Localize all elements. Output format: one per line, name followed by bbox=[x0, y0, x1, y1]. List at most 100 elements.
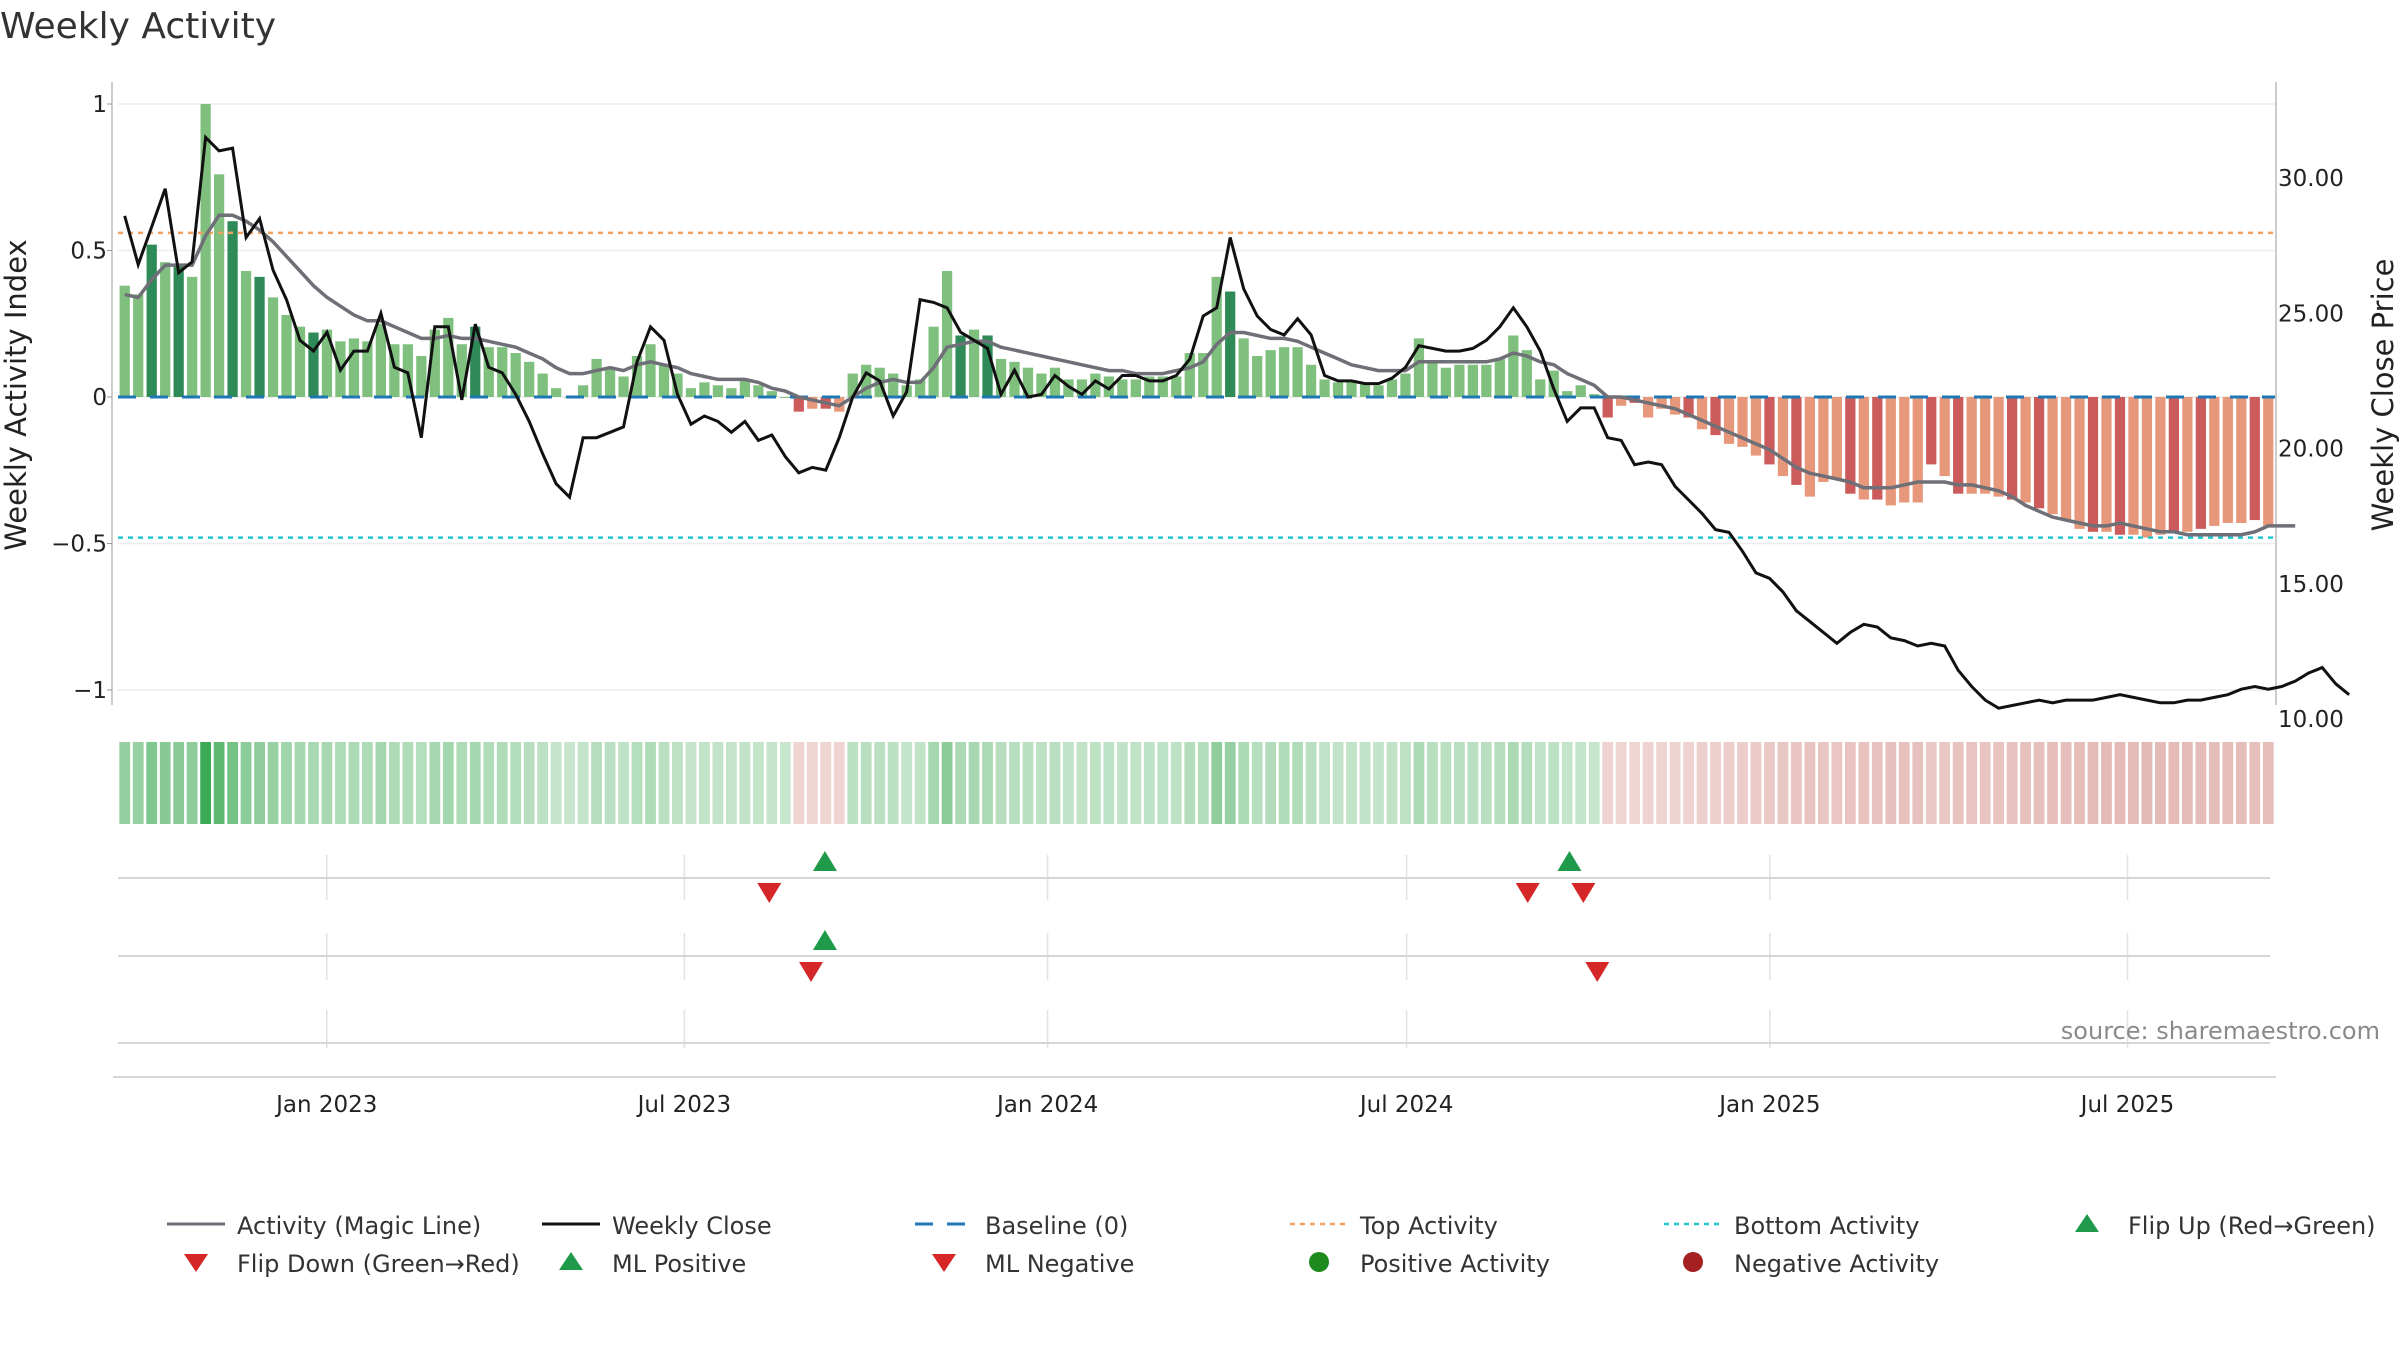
activity-bar bbox=[739, 379, 751, 397]
activity-bar bbox=[2020, 397, 2031, 503]
legend-item: Flip Down (Green→Red) bbox=[184, 1250, 520, 1278]
activity-bar bbox=[1036, 373, 1047, 397]
activity-bar bbox=[1791, 397, 1802, 485]
right-tick-label: 20.00 bbox=[2278, 437, 2344, 463]
activity-bar bbox=[1777, 397, 1789, 477]
strip-cell bbox=[955, 742, 966, 824]
strip-cell bbox=[1036, 742, 1047, 824]
strip-cell bbox=[1197, 742, 1209, 824]
legend-item: ML Positive bbox=[559, 1250, 746, 1278]
strip-cell bbox=[294, 742, 306, 824]
activity-bar bbox=[1818, 397, 1829, 482]
activity-bar bbox=[847, 373, 858, 397]
right-tick-label: 15.00 bbox=[2278, 572, 2344, 598]
strip-cell bbox=[1278, 742, 1290, 824]
left-tick-label: 0.5 bbox=[70, 239, 107, 265]
ml-positive-marker bbox=[812, 930, 837, 950]
activity-bar bbox=[1764, 397, 1775, 465]
strip-cell bbox=[1898, 742, 1910, 824]
left-tick-label: −0.5 bbox=[51, 532, 107, 558]
activity-bar bbox=[2236, 397, 2247, 523]
strip-cell bbox=[537, 742, 549, 824]
legend-triangle-down bbox=[184, 1254, 208, 1272]
activity-bar bbox=[281, 314, 292, 397]
legend-label: Weekly Close bbox=[612, 1212, 772, 1240]
strip-cell bbox=[186, 742, 198, 824]
legend-item: Positive Activity bbox=[1309, 1250, 1550, 1278]
strip-cell bbox=[1642, 742, 1654, 824]
strip-cell bbox=[1521, 742, 1533, 824]
activity-bar bbox=[1117, 379, 1128, 397]
activity-bar bbox=[524, 361, 535, 397]
legend-swatch bbox=[1683, 1252, 1703, 1272]
activity-bar bbox=[429, 329, 440, 397]
strip-cell bbox=[483, 742, 495, 824]
strip-cell bbox=[429, 742, 441, 824]
strip-cell bbox=[1885, 742, 1897, 824]
activity-bar bbox=[672, 373, 683, 397]
activity-bar bbox=[2263, 397, 2274, 526]
activity-bar bbox=[133, 294, 144, 397]
strip-cell bbox=[1871, 742, 1883, 824]
activity-bar bbox=[254, 276, 265, 397]
strip-cell bbox=[860, 742, 872, 824]
activity-bar bbox=[645, 344, 656, 397]
x-tick-label: Jul 2025 bbox=[2079, 1092, 2175, 1118]
legend-swatch bbox=[184, 1254, 208, 1272]
strip-cell bbox=[1157, 742, 1169, 824]
strip-cell bbox=[1238, 742, 1250, 824]
activity-bar bbox=[1103, 376, 1114, 397]
main-panel: 1 0.5 0 −0.5 −1 30.00 25.00 20.00 15.00 10.00 We… bbox=[0, 82, 2400, 733]
strip-cell bbox=[1696, 742, 1708, 824]
strip-cell bbox=[362, 742, 373, 824]
activity-bar bbox=[2249, 397, 2260, 521]
strip-cell bbox=[901, 742, 913, 824]
activity-bar bbox=[888, 373, 899, 397]
strip-cell bbox=[321, 742, 333, 824]
strip-cell bbox=[1575, 742, 1587, 824]
left-axis-ticks: 1 0.5 0 −0.5 −1 bbox=[51, 92, 112, 704]
strip-cell bbox=[1386, 742, 1398, 824]
legend-item: Weekly Close bbox=[542, 1212, 772, 1240]
strip-cell bbox=[604, 742, 616, 824]
strip-cell bbox=[1373, 742, 1384, 824]
activity-bar bbox=[1616, 397, 1627, 406]
strip-cell bbox=[1858, 742, 1870, 824]
activity-bar bbox=[1737, 397, 1748, 447]
strip-cell bbox=[267, 742, 279, 824]
activity-bar bbox=[1265, 350, 1276, 397]
activity-bar bbox=[2141, 397, 2153, 538]
activity-bar bbox=[685, 388, 697, 397]
strip-cell bbox=[200, 742, 212, 824]
strip-cell bbox=[1184, 742, 1196, 824]
left-axis-title: Weekly Activity Index bbox=[0, 239, 33, 550]
strip-cell bbox=[1305, 742, 1317, 824]
legend-swatch bbox=[932, 1254, 956, 1272]
strip-cell bbox=[1791, 742, 1802, 824]
strip-cell bbox=[1063, 742, 1074, 824]
signal-marker-panels bbox=[113, 851, 2276, 1078]
legend-swatch bbox=[559, 1252, 583, 1270]
strip-cell bbox=[1494, 742, 1506, 824]
activity-bar bbox=[2074, 397, 2085, 529]
activity-bar bbox=[2209, 397, 2220, 526]
activity-bar bbox=[1494, 358, 1505, 397]
strip-cell bbox=[631, 742, 643, 824]
activity-bar bbox=[712, 385, 724, 397]
legend-label: Top Activity bbox=[1359, 1212, 1498, 1240]
left-tick-label: 1 bbox=[92, 92, 107, 118]
strip-cell bbox=[2060, 742, 2072, 824]
strip-cell bbox=[995, 742, 1007, 824]
strip-cell bbox=[335, 742, 346, 824]
activity-bar bbox=[483, 347, 494, 397]
strip-cell bbox=[928, 742, 940, 824]
strip-cell bbox=[240, 742, 252, 824]
activity-bar bbox=[1238, 338, 1249, 397]
strip-cell bbox=[1413, 742, 1425, 824]
activity-bar bbox=[1090, 373, 1101, 397]
strip-cell bbox=[2168, 742, 2180, 824]
strip-cell bbox=[564, 742, 576, 824]
strip-cell bbox=[1049, 742, 1061, 824]
strip-cell bbox=[1966, 742, 1978, 824]
